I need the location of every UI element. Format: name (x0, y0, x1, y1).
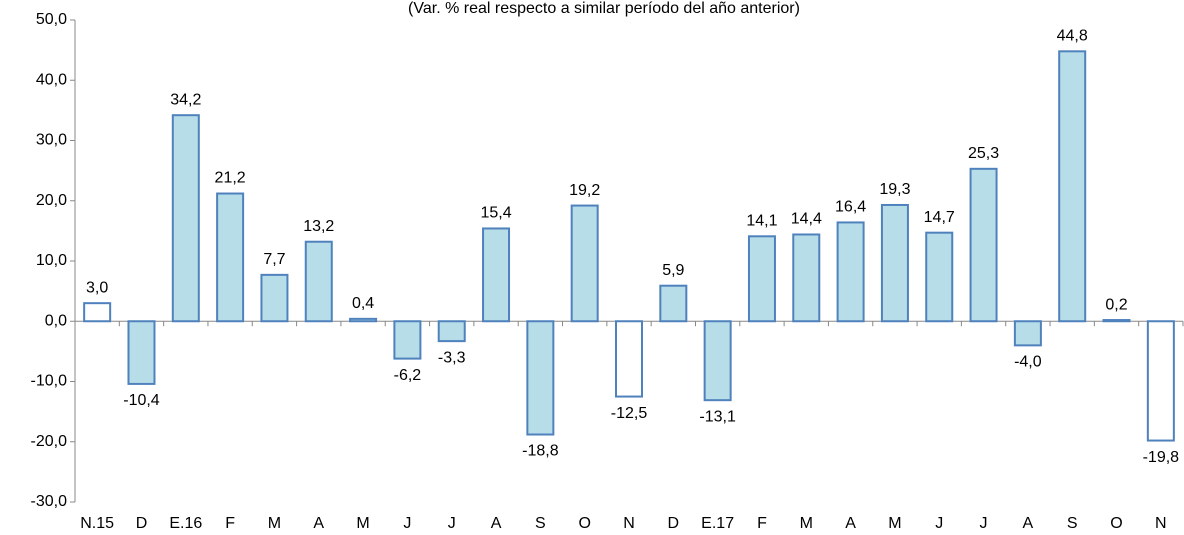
bar (570, 204, 599, 323)
bar (393, 320, 422, 360)
bar (703, 320, 732, 402)
bar (349, 317, 378, 323)
bar (792, 233, 821, 323)
data-label: 44,8 (1057, 28, 1088, 45)
y-tick-label: 10,0 (36, 252, 67, 269)
data-label: 34,2 (170, 91, 201, 108)
x-tick-label: M (888, 515, 901, 532)
data-label: 13,2 (303, 218, 334, 235)
x-tick-label: D (668, 515, 680, 532)
data-label: 14,4 (791, 211, 822, 228)
data-label: 25,3 (968, 145, 999, 162)
data-label: 15,4 (480, 205, 511, 222)
data-label: -6,2 (394, 367, 422, 384)
bar (1013, 320, 1042, 347)
x-tick-label: O (578, 515, 590, 532)
x-tick-label: E.16 (169, 515, 202, 532)
x-tick-label: S (1067, 515, 1078, 532)
bar (1058, 50, 1087, 323)
x-tick-label: M (800, 515, 813, 532)
bar (171, 114, 200, 323)
data-label: 5,9 (662, 262, 684, 279)
x-tick-label: F (225, 515, 235, 532)
data-label: -13,1 (699, 408, 736, 425)
bar (969, 167, 998, 323)
data-label: 0,4 (352, 295, 374, 312)
data-label: 19,3 (879, 181, 910, 198)
data-label: -12,5 (611, 405, 648, 422)
bar (659, 284, 688, 323)
data-label: 3,0 (86, 279, 108, 296)
data-label: 0,2 (1105, 296, 1127, 313)
x-tick-label: J (980, 515, 988, 532)
x-tick-label: M (356, 515, 369, 532)
bar (83, 302, 112, 323)
bar (260, 273, 289, 323)
y-tick-label: -30,0 (31, 493, 68, 510)
y-tick-label: 30,0 (36, 132, 67, 149)
data-label: -19,8 (1143, 449, 1180, 466)
data-label: -18,8 (522, 443, 559, 460)
bar (127, 320, 156, 385)
x-tick-label: N.15 (80, 515, 114, 532)
bar (1146, 320, 1175, 442)
bar (615, 320, 643, 398)
bar (925, 231, 954, 323)
x-tick-label: N (1155, 515, 1167, 532)
chart-subtitle: (Var. % real respecto a similar período … (408, 0, 800, 17)
bar (304, 240, 333, 323)
data-label: 16,4 (835, 199, 866, 216)
x-tick-label: M (268, 515, 281, 532)
y-tick-label: 40,0 (36, 71, 67, 88)
data-label: 19,2 (569, 182, 600, 199)
x-tick-label: O (1110, 515, 1122, 532)
data-label: 7,7 (263, 251, 285, 268)
bar (880, 203, 909, 323)
data-label: 21,2 (215, 170, 246, 187)
y-tick-label: -20,0 (31, 433, 68, 450)
y-tick-label: 50,0 (36, 11, 67, 28)
bar (482, 227, 511, 323)
bar (836, 221, 865, 323)
x-tick-label: N (623, 515, 635, 532)
x-tick-label: A (845, 515, 856, 532)
data-label: -3,3 (438, 349, 466, 366)
y-tick-label: -10,0 (31, 373, 68, 390)
x-tick-label: F (757, 515, 767, 532)
x-tick-label: A (1023, 515, 1034, 532)
data-label: -4,0 (1014, 354, 1042, 371)
y-tick-label: 0,0 (45, 312, 67, 329)
x-tick-label: J (448, 515, 456, 532)
bar (1102, 319, 1131, 323)
bar (216, 192, 245, 323)
bar (526, 320, 555, 436)
x-tick-label: S (535, 515, 546, 532)
x-tick-label: J (935, 515, 943, 532)
data-label: 14,7 (924, 209, 955, 226)
x-tick-label: E.17 (701, 515, 734, 532)
bar (437, 320, 466, 343)
x-tick-label: A (491, 515, 502, 532)
x-tick-label: J (403, 515, 411, 532)
bar (747, 235, 776, 323)
data-label: -10,4 (123, 392, 160, 409)
x-tick-label: D (136, 515, 148, 532)
y-tick-label: 20,0 (36, 192, 67, 209)
data-label: 14,1 (746, 213, 777, 230)
x-tick-label: A (313, 515, 324, 532)
